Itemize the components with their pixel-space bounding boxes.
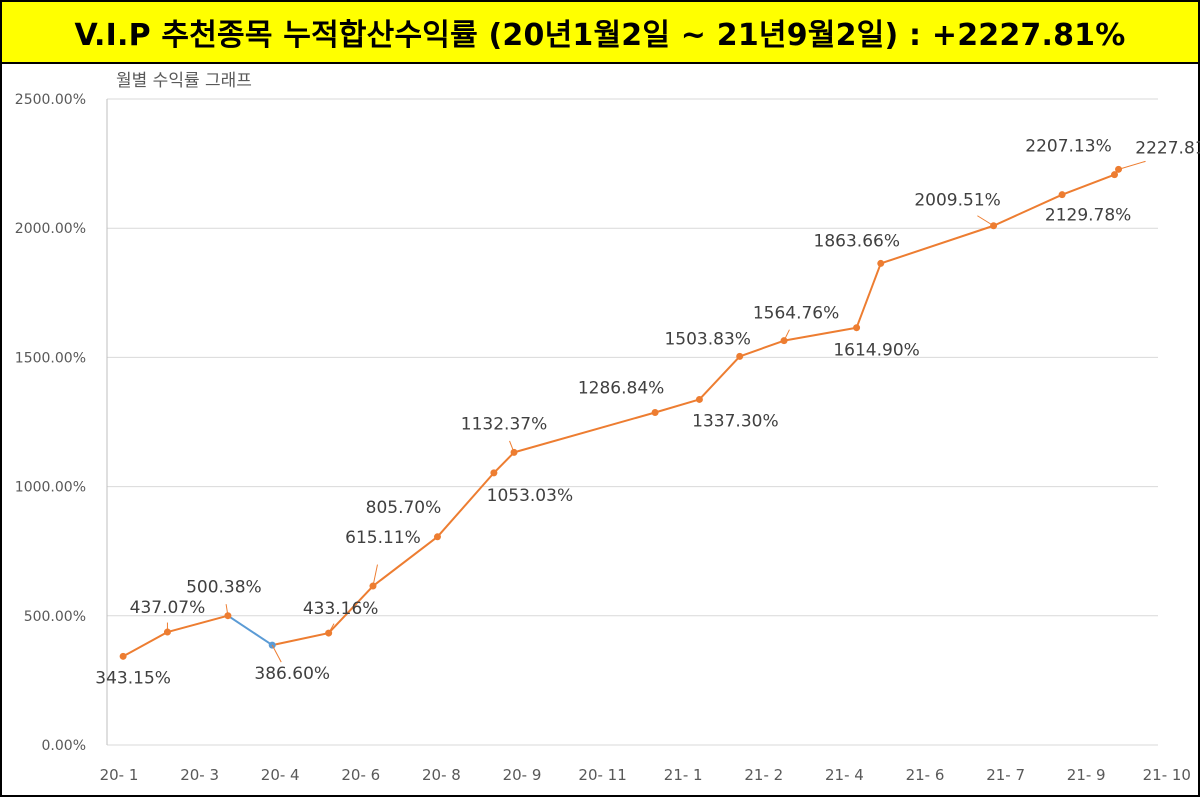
data-label: 2009.51%	[914, 191, 1000, 211]
data-label: 2129.78%	[1045, 206, 1131, 226]
data-label: 500.38%	[186, 578, 262, 598]
series-segment	[327, 585, 374, 634]
data-point	[877, 259, 885, 267]
data-label: 1286.84%	[578, 378, 664, 398]
data-label: 1614.90%	[833, 341, 919, 361]
x-tick-label: 20- 1	[100, 766, 139, 784]
series-segment	[993, 193, 1063, 227]
data-label: 615.11%	[345, 528, 421, 548]
label-leader-line	[225, 604, 229, 616]
series-segment	[122, 631, 168, 658]
data-point	[736, 352, 744, 360]
data-label: 437.07%	[130, 598, 206, 618]
data-point	[1058, 191, 1066, 199]
data-point	[490, 469, 498, 477]
title-bar: V.I.P 추천종목 누적합산수익률 (20년1월2일 ~ 21년9월2일) :…	[2, 2, 1198, 64]
series-segment	[513, 411, 656, 454]
data-label: 386.60%	[254, 664, 330, 684]
series-segment	[436, 472, 495, 538]
data-label: 1503.83%	[664, 329, 750, 349]
series-segment	[698, 355, 741, 401]
y-tick-label: 2000.00%	[15, 221, 86, 237]
label-leader-line	[1118, 160, 1146, 170]
series-segment	[654, 398, 700, 414]
data-label: 1053.03%	[487, 486, 573, 506]
chart-title: 월별 수익률 그래프	[116, 71, 252, 91]
series-segment	[855, 263, 882, 329]
data-point	[695, 395, 703, 403]
series-segment	[227, 614, 273, 646]
data-point	[119, 652, 127, 660]
data-point	[433, 533, 441, 541]
label-leader-line	[271, 644, 282, 663]
data-label: 433.16%	[303, 599, 379, 619]
data-point	[853, 324, 861, 332]
x-tick-label: 21- 2	[744, 766, 783, 784]
x-tick-label: 20- 11	[578, 766, 626, 784]
series-segment	[739, 339, 785, 358]
series-segment	[372, 536, 439, 587]
x-tick-label: 21- 6	[906, 766, 945, 784]
data-label: 1564.76%	[753, 304, 839, 324]
data-label: 1863.66%	[814, 231, 900, 251]
y-tick-label: 0.00%	[42, 738, 86, 754]
data-label: 1132.37%	[461, 414, 547, 434]
y-tick-label: 500.00%	[24, 609, 86, 625]
label-leader-line	[509, 440, 515, 453]
x-tick-label: 21- 10	[1143, 766, 1191, 784]
y-tick-label: 2500.00%	[15, 92, 86, 108]
data-label: 1337.30%	[692, 411, 778, 431]
label-leader-line	[328, 623, 335, 634]
label-leader-line	[372, 564, 378, 587]
x-tick-label: 20- 6	[341, 766, 380, 784]
x-tick-label: 21- 1	[664, 766, 703, 784]
label-leader-line	[783, 329, 790, 341]
series-segment	[493, 451, 515, 474]
label-leader-line	[977, 215, 994, 227]
x-tick-label: 21- 4	[825, 766, 864, 784]
page-title: V.I.P 추천종목 누적합산수익률 (20년1월2일 ~ 21년9월2일) :…	[74, 18, 1126, 53]
series-segment	[880, 224, 994, 265]
data-label: 343.15%	[95, 668, 171, 688]
series-segment	[167, 614, 229, 634]
x-tick-label: 20- 8	[422, 766, 461, 784]
data-point	[1111, 171, 1118, 179]
data-point	[651, 408, 659, 416]
data-label: 805.70%	[366, 498, 442, 518]
data-label: 2227.81%	[1135, 138, 1200, 158]
x-tick-label: 21- 9	[1067, 766, 1106, 784]
series-segment	[272, 632, 329, 647]
series-segment	[1061, 173, 1115, 196]
y-tick-label: 1000.00%	[15, 480, 86, 496]
series-segment	[783, 326, 857, 342]
x-tick-label: 20- 4	[261, 766, 300, 784]
x-tick-label: 20- 3	[180, 766, 219, 784]
x-tick-label: 21- 7	[986, 766, 1025, 784]
x-tick-label: 20- 9	[503, 766, 542, 784]
data-label: 2207.13%	[1025, 137, 1111, 157]
y-tick-label: 1500.00%	[15, 350, 86, 366]
